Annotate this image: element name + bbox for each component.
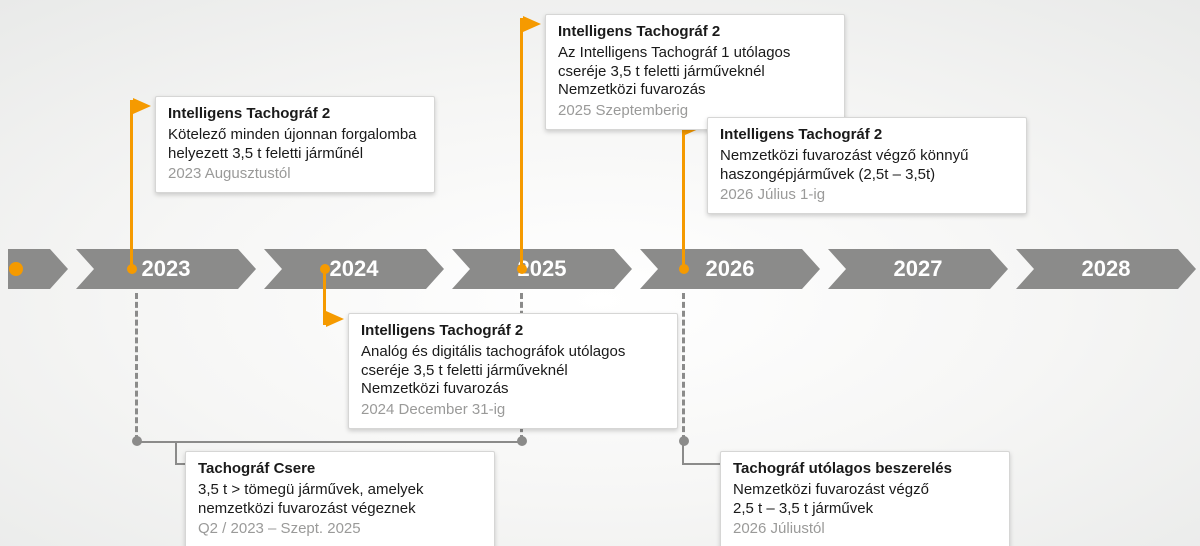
pin-dot [517, 264, 527, 274]
dash-dot [679, 436, 689, 446]
dash-stem [135, 293, 138, 441]
flag-icon [133, 98, 151, 114]
flag-icon [326, 311, 344, 327]
timeline-year-label: 2023 [142, 256, 191, 282]
timeline-year-label: 2028 [1082, 256, 1131, 282]
card-date: 2026 Júliustól [733, 520, 997, 539]
timeline-year-2023: 2023 [76, 249, 256, 289]
card-body: Nemzetközi fuvarozást végző 2,5 t – 3,5 … [733, 481, 997, 519]
card-date: Q2 / 2023 – Szept. 2025 [198, 520, 482, 539]
card-title: Tachográf Csere [198, 460, 482, 479]
pin-dot [679, 264, 689, 274]
card-date: 2026 Július 1-ig [720, 186, 1014, 205]
timeline-bar: 2023 2024 2025 2026 2027 2028 [8, 249, 1196, 289]
card-title: Tachográf utólagos beszerelés [733, 460, 997, 479]
flag-icon [523, 16, 541, 32]
timeline-year-2024: 2024 [264, 249, 444, 289]
milestone-card-r1: Tachográf Csere 3,5 t > tömegü járművek, … [185, 451, 495, 546]
pin-stem [682, 121, 685, 269]
milestone-card-m1: Intelligens Tachográf 2 Kötelező minden ú… [155, 96, 435, 193]
card-title: Intelligens Tachográf 2 [720, 126, 1014, 145]
timeline-start-dot [9, 262, 23, 276]
range-connector-r1 [175, 463, 185, 465]
card-body: Kötelező minden újonnan forgalomba helye… [168, 126, 422, 164]
timeline-year-2027: 2027 [828, 249, 1008, 289]
pin-stem [520, 18, 523, 269]
card-title: Intelligens Tachográf 2 [361, 322, 665, 341]
range-bracket-r1 [135, 441, 520, 443]
pin-stem [130, 100, 133, 269]
card-date: 2023 Augusztustól [168, 165, 422, 184]
card-title: Intelligens Tachográf 2 [168, 105, 422, 124]
dash-dot [132, 436, 142, 446]
card-body: Az Intelligens Tachográf 1 utólagos cser… [558, 44, 832, 100]
range-drop-r1 [175, 441, 177, 463]
timeline-year-label: 2027 [894, 256, 943, 282]
timeline-year-2028: 2028 [1016, 249, 1196, 289]
milestone-card-r2: Tachográf utólagos beszerelés Nemzetközi … [720, 451, 1010, 546]
timeline-year-label: 2026 [706, 256, 755, 282]
timeline-year-2025: 2025 [452, 249, 632, 289]
card-body: 3,5 t > tömegü járművek, amelyek nemzetk… [198, 481, 482, 519]
card-body: Analóg és digitális tachográfok utólagos… [361, 343, 665, 399]
card-title: Intelligens Tachográf 2 [558, 23, 832, 42]
timeline-year-label: 2024 [330, 256, 379, 282]
milestone-card-mb1: Intelligens Tachográf 2 Analóg és digitál… [348, 313, 678, 429]
pin-dot [127, 264, 137, 274]
timeline-year-2026: 2026 [640, 249, 820, 289]
milestone-card-m2: Intelligens Tachográf 2 Az Intelligens Ta… [545, 14, 845, 130]
timeline-diagram: 2023 2024 2025 2026 2027 2028 Intelligens Tac… [0, 0, 1200, 546]
pin-dot [320, 264, 330, 274]
range-connector-r2 [682, 463, 720, 465]
card-body: Nemzetközi fuvarozást végző könnyű haszo… [720, 147, 1014, 185]
card-date: 2024 December 31-ig [361, 401, 665, 420]
milestone-card-m3: Intelligens Tachográf 2 Nemzetközi fuvaro… [707, 117, 1027, 214]
dash-stem [682, 293, 685, 441]
dash-dot [517, 436, 527, 446]
